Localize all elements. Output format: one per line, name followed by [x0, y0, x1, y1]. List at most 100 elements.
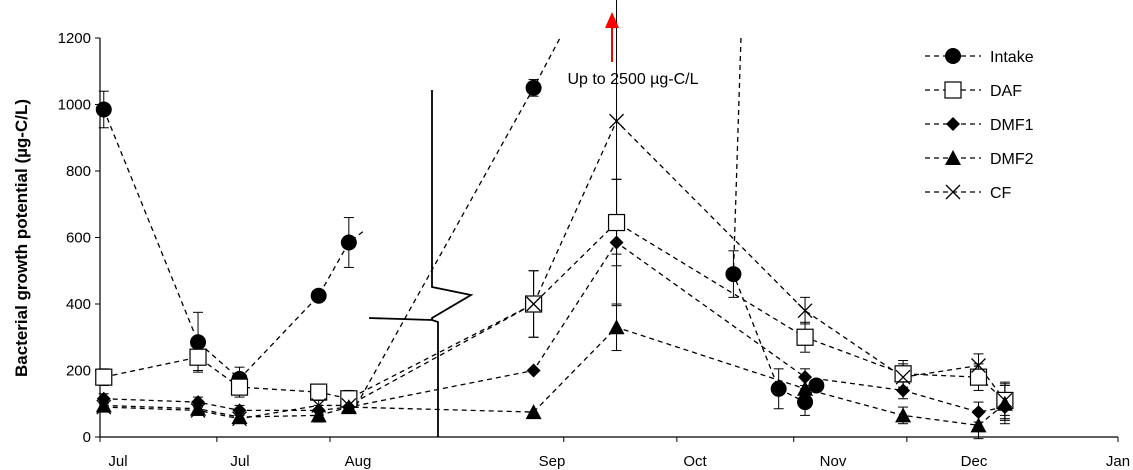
- annotation-group: Up to 2500 µg-C/L: [567, 12, 699, 88]
- x-tick-label: Dec: [961, 453, 988, 470]
- data-point: [341, 397, 357, 413]
- legend-item-daf: DAF: [925, 81, 1022, 100]
- series-line: [103, 221, 1006, 401]
- data-point: [997, 392, 1013, 408]
- legend-marker: [945, 184, 961, 200]
- data-point: [96, 399, 112, 415]
- data-point: [190, 402, 206, 418]
- x-tick-label: Sep: [539, 453, 566, 470]
- data-point: [895, 369, 911, 385]
- x-marker-stroke: [341, 397, 357, 413]
- legend-item-dmf1: DMF1: [925, 117, 1034, 134]
- data-point: [310, 407, 327, 423]
- series-line: [732, 37, 817, 403]
- data-point: [95, 368, 113, 386]
- series-line: [103, 109, 365, 380]
- data-point: [190, 334, 207, 351]
- axis-break-marker: [368, 90, 474, 437]
- data-point: [895, 407, 912, 423]
- data-point: [190, 400, 207, 416]
- data-point: [808, 377, 825, 394]
- x-marker-stroke: [997, 392, 1013, 408]
- x-tick-label: Jul: [108, 453, 127, 470]
- y-tick-label: 1200: [58, 30, 91, 47]
- data-point: [896, 383, 911, 398]
- data-point: [95, 397, 112, 413]
- legend-marker: [946, 117, 960, 131]
- axis-break-line: [368, 90, 474, 437]
- data-point: [310, 287, 327, 304]
- data-point: [797, 303, 813, 319]
- markers-cf: [96, 113, 1013, 427]
- data-point: [725, 266, 742, 283]
- x-tick-label: Jan: [1106, 453, 1130, 470]
- x-tick-label: Nov: [820, 453, 847, 470]
- legend-marker: [945, 48, 961, 64]
- data-point: [609, 113, 625, 129]
- x-marker-stroke: [526, 296, 542, 312]
- annotation-arrow-head: [605, 12, 619, 28]
- data-point: [310, 383, 328, 401]
- x-marker-stroke: [945, 184, 961, 200]
- data-point: [796, 328, 814, 346]
- legend-marker: [945, 150, 961, 165]
- legend-label: CF: [990, 185, 1012, 202]
- data-point: [609, 235, 624, 250]
- data-point: [894, 365, 912, 383]
- x-marker-stroke: [232, 411, 247, 427]
- series-line: [103, 326, 1006, 427]
- y-tick-label: 0: [83, 429, 91, 446]
- legend-marker: [944, 81, 962, 99]
- markers-intake: [95, 79, 825, 411]
- x-marker-stroke: [311, 397, 327, 413]
- annotation-text: Up to 2500 µg-C/L: [567, 71, 698, 88]
- x-tick-label: Jul: [230, 453, 249, 470]
- data-point: [230, 378, 249, 396]
- legend: Intake DAF DMF1 DMF2 CF: [925, 48, 1034, 202]
- x-tick-label: Aug: [345, 453, 372, 470]
- legend-label: Intake: [990, 49, 1034, 66]
- data-point: [340, 234, 357, 251]
- legend-item-cf: CF: [925, 184, 1012, 202]
- data-point: [232, 411, 247, 427]
- x-marker-stroke: [190, 402, 206, 418]
- y-tick-label: 1000: [58, 97, 91, 114]
- data-point: [525, 404, 542, 420]
- x-tick-label: Oct: [683, 453, 707, 470]
- legend-label: DMF2: [990, 151, 1034, 168]
- data-point: [970, 417, 987, 433]
- y-axis-label: Bacterial growth potential (µg-C/L): [12, 99, 31, 377]
- series-cf: [98, 0, 1010, 425]
- data-point: [231, 409, 248, 425]
- data-point: [526, 363, 541, 378]
- data-point: [971, 405, 986, 420]
- data-point: [770, 380, 787, 397]
- legend-label: DMF1: [990, 117, 1034, 134]
- data-point: [971, 358, 986, 373]
- markers-daf: [95, 213, 1014, 410]
- data-point: [311, 397, 327, 413]
- data-point: [525, 79, 542, 96]
- data-point: [969, 368, 988, 386]
- plot-area: [95, 0, 1014, 440]
- legend-item-intake: Intake: [925, 48, 1034, 66]
- data-point: [797, 380, 814, 396]
- y-tick-label: 400: [66, 296, 91, 313]
- axes: 0 200 400 600 800 1000 1200 Jul Jul Aug Sep Oct Nov D…: [58, 30, 1130, 470]
- legend-label: DAF: [990, 83, 1022, 100]
- data-point: [608, 319, 625, 335]
- y-tick-label: 200: [66, 363, 91, 380]
- data-point: [798, 370, 813, 385]
- x-marker-stroke: [96, 399, 112, 415]
- data-point: [996, 395, 1013, 411]
- data-point: [189, 348, 207, 366]
- data-point: [526, 296, 542, 312]
- legend-item-dmf2: DMF2: [925, 150, 1034, 168]
- x-marker-stroke: [895, 369, 911, 385]
- data-point: [797, 394, 814, 411]
- y-tick-label: 800: [66, 163, 91, 180]
- x-marker-stroke: [609, 113, 625, 129]
- data-point: [95, 101, 112, 118]
- x-marker-stroke: [797, 303, 813, 319]
